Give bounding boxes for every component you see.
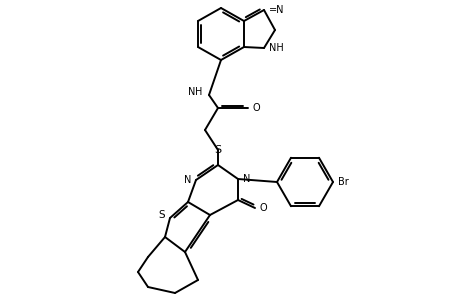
- Text: O: O: [259, 203, 267, 213]
- Text: =N: =N: [269, 5, 284, 15]
- Text: O: O: [252, 103, 260, 113]
- Text: N: N: [188, 87, 195, 97]
- Text: S: S: [214, 145, 221, 155]
- Text: N: N: [242, 174, 250, 184]
- Text: Br: Br: [337, 177, 348, 187]
- Text: H: H: [195, 87, 202, 97]
- Text: N: N: [183, 175, 190, 185]
- Text: S: S: [158, 210, 165, 220]
- Text: NH: NH: [269, 43, 283, 53]
